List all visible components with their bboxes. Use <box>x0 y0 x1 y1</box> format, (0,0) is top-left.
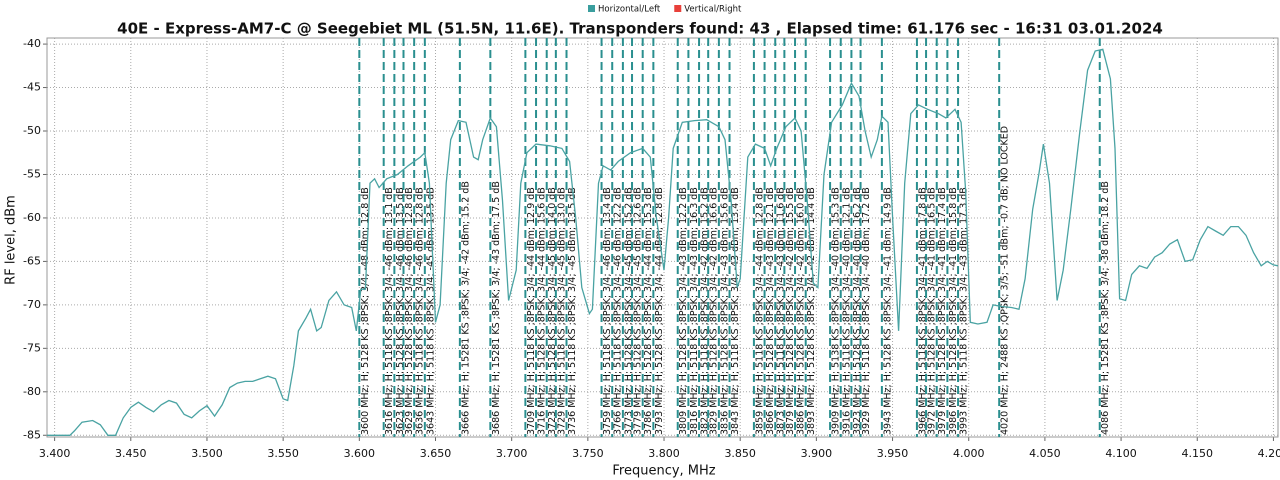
transponder-label: 3686 MHz; H; 15281 KS ;8PSK; 3/4; -43 dB… <box>491 181 502 435</box>
transponder-label: 3809 MHz; H; 5128 KS ;8PSK; 3/4; -43 dBm… <box>678 187 689 435</box>
x-tick-label: 3.900 <box>801 447 833 460</box>
x-tick-label: 4.100 <box>1105 447 1137 460</box>
transponder-label: 3909 MHz; H; 5138 KS ;8PSK; 3/4; -40 dBm… <box>831 187 842 435</box>
transponder-label: 3879 MHz; H; 5128 KS ;8PSK; 3/4; -42 dBm… <box>785 187 796 435</box>
x-tick-label: 3.450 <box>115 447 147 460</box>
x-tick-label: 4.000 <box>953 447 985 460</box>
legend-label: Horizontal/Left <box>598 5 661 15</box>
transponder-label: 3916 MHz; H; 5118 KS ;8PSK; 3/4; -40 dBm… <box>841 187 852 435</box>
transponder-label: 3943 MHz; H; 5128 KS ;8PSK; 3/4; -41 dBm… <box>882 187 893 435</box>
transponder-label: 3929 MHz; H; 5118 KS ;8PSK; 3/4; -40 dBm… <box>861 187 872 435</box>
x-tick-label: 3.950 <box>877 447 909 460</box>
transponder-label: 3629 MHz; H; 5128 KS ;8PSK; 3/4; -46 dBm… <box>404 187 415 435</box>
transponder-label: 3779 MHz; H; 5128 KS ;8PSK; 3/4; -45 dBm… <box>633 187 644 435</box>
transponder-label: 3786 MHz; H; 5128 KS ;8PSK; 3/4; -44 dBm… <box>643 187 654 435</box>
transponder-label: 3666 MHz; H; 15281 KS ;8PSK; 3/4; -42 dB… <box>460 181 471 435</box>
plot-frame <box>46 37 1279 438</box>
transponder-label: 3893 MHz; H; 5128 KS ;8PSK; 3/4; -42 dBm… <box>806 187 817 435</box>
transponder-label: 3836 MHz; H; 5128 KS ;8PSK; 3/4; -43 dBm… <box>719 187 730 435</box>
transponder-label: 3709 MHz; H; 5118 KS ;8PSK; 3/4; -44 dBm… <box>526 187 537 435</box>
transponder-label: 3716 MHz; H; 5128 KS ;8PSK; 3/4; -44 dBm… <box>537 187 548 435</box>
transponder-label: 3986 MHz; H; 5128 KS ;8PSK; 3/4; -41 dBm… <box>948 187 959 435</box>
x-tick-label: 3.650 <box>420 447 452 460</box>
y-tick-label: -50 <box>23 124 41 137</box>
transponder-label: 3859 MHz; H; 5118 KS ;8PSK; 3/4; -44 dBm… <box>754 187 765 435</box>
x-tick-label: 4.200 <box>1258 447 1280 460</box>
x-tick-label: 3.550 <box>267 447 299 460</box>
transponder-label: 3843 MHz; H; 5118 KS ;8PSK; 3/4; -43 dBm… <box>730 187 741 435</box>
transponder-label: 3623 MHz; H; 5128 KS ;8PSK; 3/4; -46 dBm… <box>395 187 406 435</box>
spectrum-line <box>47 48 1279 436</box>
y-tick-label: -65 <box>23 254 41 267</box>
transponder-label: 3643 MHz; H; 5118 KS ;8PSK; 3/4; -45 dBm… <box>425 187 436 435</box>
transponder-label: 3773 MHz; H; 5128 KS ;8PSK; 3/4; -45 dBm… <box>623 187 634 435</box>
x-tick-label: 4.050 <box>1029 447 1061 460</box>
chart-title: 40E - Express-AM7-C @ Seegebiet ML (51.5… <box>117 20 1163 38</box>
x-tick-label: 3.400 <box>39 447 71 460</box>
y-axis-label: RF level, dBm <box>4 195 19 285</box>
transponder-label: 3636 MHz; H; 5118 KS ;8PSK; 3/4; -46 dBm… <box>415 187 426 435</box>
x-tick-label: 3.700 <box>496 447 528 460</box>
transponder-label: 3616 MHz; H; 5118 KS ;8PSK; 3/4; -46 dBm… <box>384 187 395 435</box>
x-tick-label: 3.500 <box>191 447 223 460</box>
transponder-label: 3972 MHz; H; 5128 KS ;8PSK; 3/4; -41 dBm… <box>927 187 938 435</box>
transponder-label: 3816 MHz; H; 5118 KS ;8PSK; 3/4; -43 dBm… <box>689 187 700 435</box>
transponder-label: 4020 MHz; H; 2488 KS ;QPSK; 3/5; -51 dBm… <box>1000 126 1011 435</box>
y-tick-label: -60 <box>23 211 41 224</box>
transponder-label: 3873 MHz; H; 5118 KS ;8PSK; 3/4; -43 dBm… <box>776 187 787 435</box>
legend-label: Vertical/Right <box>684 5 742 15</box>
transponder-label: 3923 MHz; H; 5128 KS ;8PSK; 3/4; -40 dBm… <box>852 187 863 435</box>
transponder-label: 3979 MHz; H; 5128 KS ;8PSK; 3/4; -41 dBm… <box>937 187 948 435</box>
y-tick-label: -70 <box>23 298 41 311</box>
y-tick-label: -40 <box>23 37 41 50</box>
x-axis-label: Frequency, MHz <box>612 464 715 479</box>
transponder-label: 3829 MHz; H; 5128 KS ;8PSK; 3/4; -42 dBm… <box>709 187 720 435</box>
x-tick-label: 3.600 <box>344 447 376 460</box>
legend-swatch <box>674 5 682 12</box>
transponder-label: 3966 MHz; H; 5118 KS ;8PSK; 3/4; -41 dBm… <box>917 187 928 435</box>
legend-swatch <box>588 5 595 12</box>
x-tick-label: 3.800 <box>648 447 680 460</box>
transponder-label: 3736 MHz; H; 5118 KS ;8PSK; 3/4; -45 dBm… <box>567 187 578 435</box>
transponder-label: 3759 MHz; H; 5118 KS ;8PSK; 3/4; -46 dBm… <box>602 187 613 435</box>
x-tick-label: 4.150 <box>1182 447 1214 460</box>
transponder-label: 3723 MHz; H; 5128 KS ;8PSK; 3/4; -45 dBm… <box>547 187 558 435</box>
transponder-label: 3866 MHz; H; 5128 KS ;8PSK; 3/4; -43 dBm… <box>765 187 776 435</box>
transponder-label: 3600 MHz; H; 5128 KS ;8PSK; 3/4; -48 dBm… <box>360 187 371 435</box>
transponder-label: 3823 MHz; H; 5118 KS ;8PSK; 3/4; -42 dBm… <box>700 187 711 435</box>
transponder-label: 3993 MHz; H; 5118 KS ;8PSK; 3/4; -43 dBm… <box>959 187 970 435</box>
transponder-label: 3886 MHz; H; 5128 KS ;8PSK; 3/4; -42 dBm… <box>796 187 807 435</box>
x-tick-label: 3.850 <box>724 447 756 460</box>
transponder-label: 3729 MHz; H; 5118 KS ;8PSK; 3/4; -45 dBm… <box>556 187 567 435</box>
y-tick-label: -45 <box>23 81 41 94</box>
x-tick-label: 3.750 <box>572 447 604 460</box>
transponder-label: 3793 MHz; H; 5128 KS ;8PSK; 3/4; -44 dBm… <box>654 187 665 435</box>
y-tick-label: -85 <box>23 428 41 441</box>
y-tick-label: -75 <box>23 341 41 354</box>
y-tick-label: -55 <box>23 167 41 180</box>
transponder-label: 3766 MHz; H; 5118 KS ;8PSK; 3/4; -46 dBm… <box>613 187 624 435</box>
transponder-label: 4086 MHz; H; 15281 KS ;8PSK; 3/4; -38 dB… <box>1100 181 1111 435</box>
y-tick-label: -80 <box>23 385 41 398</box>
